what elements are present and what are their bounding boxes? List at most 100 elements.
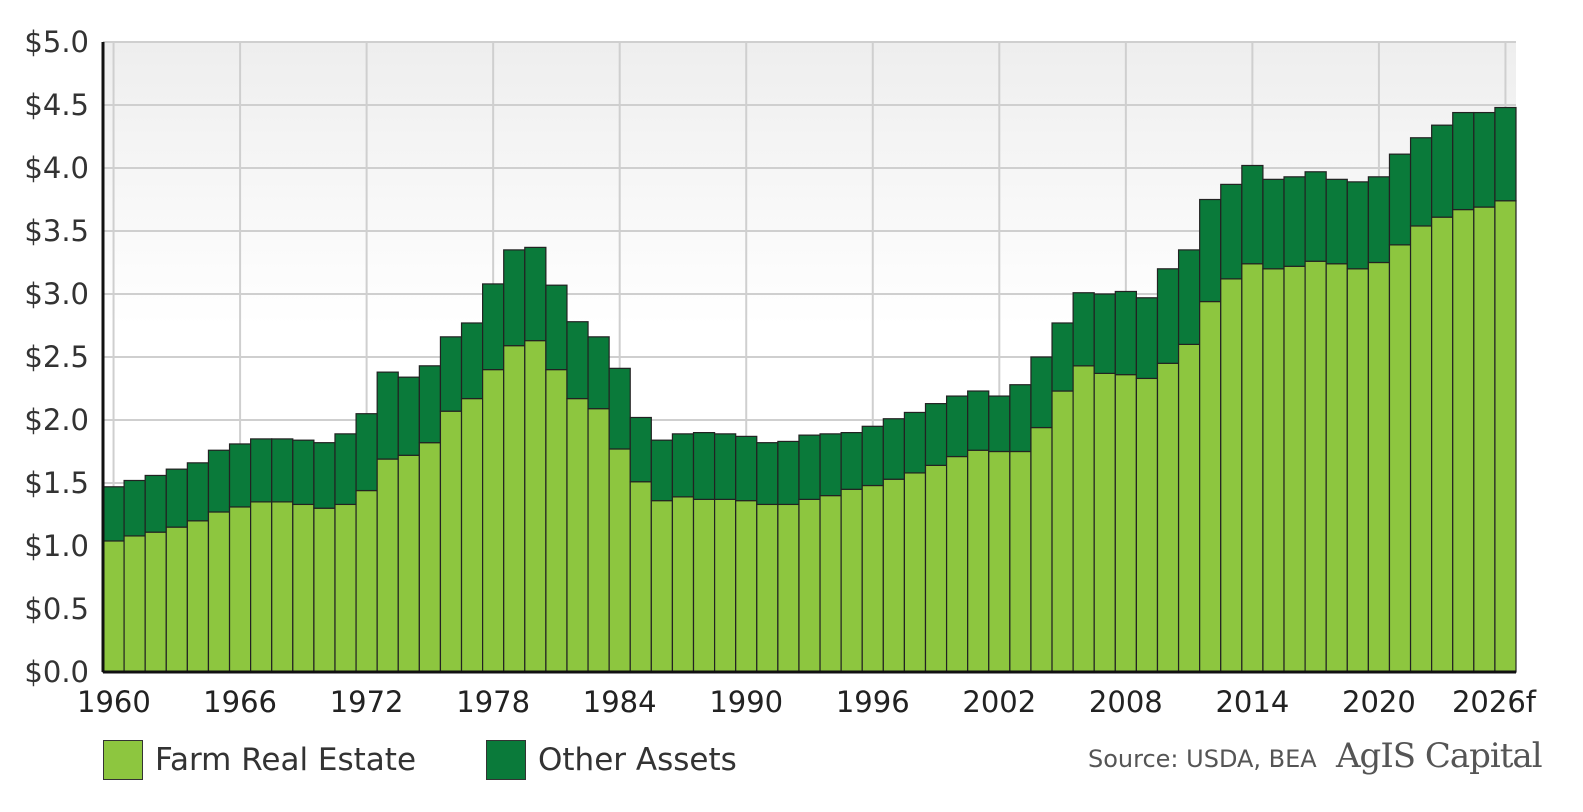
bar-farm-real-estate-1986 [650,500,674,673]
bar-other-assets-1961 [123,479,146,537]
bar-farm-real-estate-1973 [376,458,399,673]
bar-farm-real-estate-1987 [671,496,695,673]
bar-farm-real-estate-1966 [228,506,252,673]
bar-other-assets-2003 [1009,384,1032,453]
bar-other-assets-1997 [882,418,906,480]
bar-other-assets-1990 [735,435,758,502]
bar-farm-real-estate-1998 [903,472,927,673]
bar-other-assets-1999 [924,403,948,466]
bar-other-assets-1962 [144,474,167,533]
bar-other-assets-1994 [819,433,842,497]
bar-other-assets-1960 [102,486,125,542]
bar-farm-real-estate-1995 [840,488,863,673]
x-tick-label: 1996 [836,685,910,719]
bar-other-assets-2011 [1177,249,1201,345]
bar-farm-real-estate-2024 [1452,208,1475,673]
y-tick-label: $1.5 [24,466,89,500]
bar-farm-real-estate-2021 [1388,244,1412,673]
bar-other-assets-1983 [587,336,610,410]
bar-other-assets-1979 [503,249,526,347]
bar-farm-real-estate-2014 [1241,263,1264,673]
bar-other-assets-1986 [650,439,674,502]
bar-other-assets-2005 [1051,322,1074,392]
bar-farm-real-estate-2012 [1199,300,1222,673]
x-tick-label: 2014 [1215,685,1289,719]
bar-farm-real-estate-1960 [102,540,125,673]
source-note: Source: USDA, BEA [1088,745,1317,773]
bar-other-assets-1965 [207,449,231,513]
x-tick-label: 2008 [1089,685,1163,719]
bar-farm-real-estate-1976 [439,410,463,673]
bar-other-assets-2019 [1346,181,1369,270]
x-tick-label: 1972 [330,685,404,719]
axes [101,42,1516,674]
bar-farm-real-estate-2005 [1051,390,1074,673]
bar-farm-real-estate-1961 [123,535,146,673]
bar-farm-real-estate-1969 [292,503,315,673]
bar-other-assets-1992 [777,440,800,506]
bar-farm-real-estate-1996 [861,484,884,673]
y-tick-label: $4.0 [24,151,89,185]
bar-farm-real-estate-1967 [250,501,273,673]
y-tick-label: $0.5 [24,592,89,626]
bar-other-assets-2002 [988,395,1011,453]
x-tick-label: 1966 [203,685,277,719]
y-tick-label: $2.5 [24,340,89,374]
x-tick-labels: 1960 1966 1972 1978 1984 1990 1996 2002 2008 2014… [77,685,1537,719]
bar-farm-real-estate-2011 [1177,343,1201,673]
bar-other-assets-2008 [1114,290,1137,376]
bar-other-assets-2012 [1199,198,1222,303]
bar-farm-real-estate-1963 [165,526,188,673]
bar-other-assets-2026f [1494,106,1517,202]
bar-farm-real-estate-1971 [334,503,357,673]
bar-other-assets-1964 [186,462,210,522]
bar-farm-real-estate-1965 [207,511,231,673]
bar-other-assets-2024 [1452,111,1475,211]
bar-farm-real-estate-2018 [1325,263,1348,673]
bar-farm-real-estate-1970 [313,507,336,673]
bar-other-assets-2009 [1135,297,1159,380]
legend-label-farm-real-estate: Farm Real Estate [155,742,417,778]
legend-item-farm-real-estate: Farm Real Estate [103,738,416,782]
y-tick-label: $4.5 [24,88,89,122]
bar-farm-real-estate-2010 [1156,362,1180,673]
bar-farm-real-estate-2026f [1494,200,1517,673]
bar-farm-real-estate-1974 [397,454,420,673]
bar-other-assets-1975 [418,365,442,444]
bar-other-assets-1991 [756,442,779,506]
y-tick-label: $1.0 [24,529,89,563]
bar-other-assets-2015 [1262,178,1285,270]
bar-farm-real-estate-1968 [271,501,294,673]
bar-farm-real-estate-1977 [460,397,484,673]
bar-other-assets-1967 [250,438,273,503]
bar-other-assets-1978 [482,283,505,371]
bar-other-assets-1968 [271,438,294,503]
bar-other-assets-2006 [1072,292,1095,367]
bar-other-assets-1974 [397,376,420,456]
bar-farm-real-estate-1989 [713,498,737,673]
legend-swatch-other-assets [486,740,526,780]
bar-farm-real-estate-1990 [735,500,758,673]
brand-logo: AgIS Capital [1336,736,1543,776]
bar-other-assets-2007 [1093,293,1116,374]
bar-farm-real-estate-1972 [355,489,378,673]
bar-farm-real-estate-1985 [629,481,652,673]
bar-other-assets-2001 [967,390,990,451]
bar-farm-real-estate-2015 [1262,268,1285,673]
x-tick-label: 1984 [583,685,657,719]
y-tick-label: $2.0 [24,403,89,437]
bar-farm-real-estate-1962 [144,531,167,673]
bar-farm-real-estate-2013 [1220,278,1243,673]
x-tick-label: 2026f [1452,685,1537,719]
bar-other-assets-1971 [334,433,357,506]
bar-farm-real-estate-2022 [1409,225,1433,673]
bar-farm-real-estate-1978 [482,369,505,673]
bar-farm-real-estate-2002 [988,450,1011,673]
stacked-bar-chart: $0.0 $0.5 $1.0 $1.5 $2.0 $2.5 $3.0 $3.5 $4.0 $4.5… [24,25,1537,719]
bar-farm-real-estate-2001 [967,449,990,673]
bar-other-assets-1972 [355,413,378,492]
x-tick-label: 1960 [77,685,151,719]
y-tick-label: $3.5 [24,214,89,248]
bar-other-assets-1995 [840,432,863,490]
bar-other-assets-1982 [566,321,589,400]
